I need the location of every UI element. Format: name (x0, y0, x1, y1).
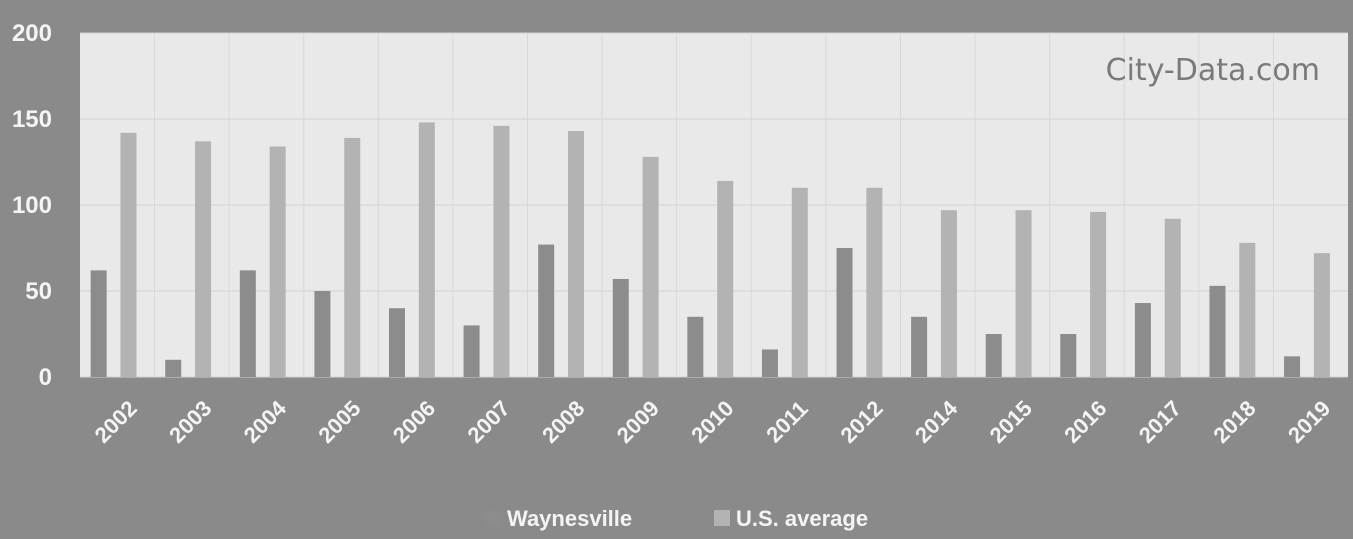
bar-waynesville-2016 (1060, 334, 1077, 377)
bar-us-average-2002 (120, 132, 137, 377)
bar-us-average-2019 (1313, 253, 1330, 377)
x-tick-label: 2019 (1283, 396, 1335, 448)
bar-us-average-2012 (866, 187, 883, 377)
bar-us-average-2003 (195, 141, 212, 377)
y-tick-label: 0 (39, 364, 52, 391)
bar-waynesville-2019 (1284, 356, 1301, 377)
x-tick-label: 2003 (164, 396, 216, 448)
x-tick-label: 2012 (835, 396, 887, 448)
x-tick-label: 2007 (463, 396, 515, 448)
bar-us-average-2005 (344, 137, 361, 377)
bar-waynesville-2006 (389, 308, 405, 377)
bar-waynesville-2008 (538, 244, 555, 377)
x-tick-label: 2014 (910, 395, 963, 448)
bar-waynesville-2018 (1209, 285, 1226, 377)
bar-us-average-2017 (1164, 218, 1181, 377)
x-tick-label: 2017 (1134, 396, 1186, 448)
bar-waynesville-2003 (165, 359, 182, 377)
bar-waynesville-2012 (836, 248, 853, 377)
x-axis-ticks: 2002 2003 2004 2005 2006 2007 2008 2009 2010 2011… (90, 395, 1336, 448)
x-tick-label: 2002 (90, 396, 142, 448)
legend-label-us-average: U.S. average (736, 506, 868, 531)
x-tick-label: 2006 (388, 396, 440, 448)
bar-us-average-2009 (642, 156, 659, 377)
bar-waynesville-2005 (314, 291, 331, 377)
x-tick-label: 2015 (985, 396, 1037, 448)
bar-waynesville-2002 (90, 270, 107, 377)
bar-us-average-2015 (1015, 210, 1032, 377)
bar-us-average-2010 (717, 180, 734, 377)
x-tick-label: 2010 (686, 396, 738, 448)
x-tick-label: 2008 (537, 396, 589, 448)
bar-us-average-2008 (568, 131, 585, 377)
x-tick-label: 2016 (1059, 396, 1111, 448)
gridlines (80, 32, 1348, 378)
legend-swatch-us-average (714, 510, 730, 526)
x-tick-label: 2018 (1208, 396, 1260, 448)
bar-waynesville-2009 (612, 278, 629, 377)
bar-waynesville-2011 (761, 349, 778, 377)
bar-us-average-2011 (791, 187, 808, 377)
bar-us-average-2004 (269, 146, 286, 377)
bar-us-average-2016 (1090, 211, 1107, 377)
bar-waynesville-2007 (463, 325, 480, 377)
y-axis-ticks: 0 50 100 150 200 (12, 20, 52, 391)
bar-waynesville-2010 (687, 316, 704, 377)
bar-waynesville-2014 (911, 316, 928, 377)
legend-label-waynesville: Waynesville (507, 506, 632, 531)
bar-us-average-2014 (940, 210, 957, 377)
watermark-text: City-Data.com (1106, 53, 1320, 88)
x-tick-label: 2011 (761, 396, 812, 447)
legend-swatch-waynesville (485, 510, 501, 526)
bar-us-average-2006 (418, 122, 435, 377)
x-tick-label: 2009 (612, 396, 664, 448)
legend: Waynesville U.S. average (485, 506, 868, 531)
bar-us-average-2018 (1239, 242, 1256, 377)
y-tick-label: 50 (25, 278, 52, 305)
y-tick-label: 100 (12, 192, 52, 219)
bar-us-average-2007 (493, 125, 510, 377)
bar-waynesville-2015 (985, 334, 1002, 377)
bar-waynesville-2017 (1134, 303, 1151, 377)
bars (90, 122, 1330, 377)
y-tick-label: 200 (12, 20, 52, 47)
x-tick-label: 2005 (313, 396, 365, 448)
x-tick-label: 2004 (239, 395, 292, 448)
bar-waynesville-2004 (239, 270, 256, 377)
y-tick-label: 150 (12, 106, 52, 133)
